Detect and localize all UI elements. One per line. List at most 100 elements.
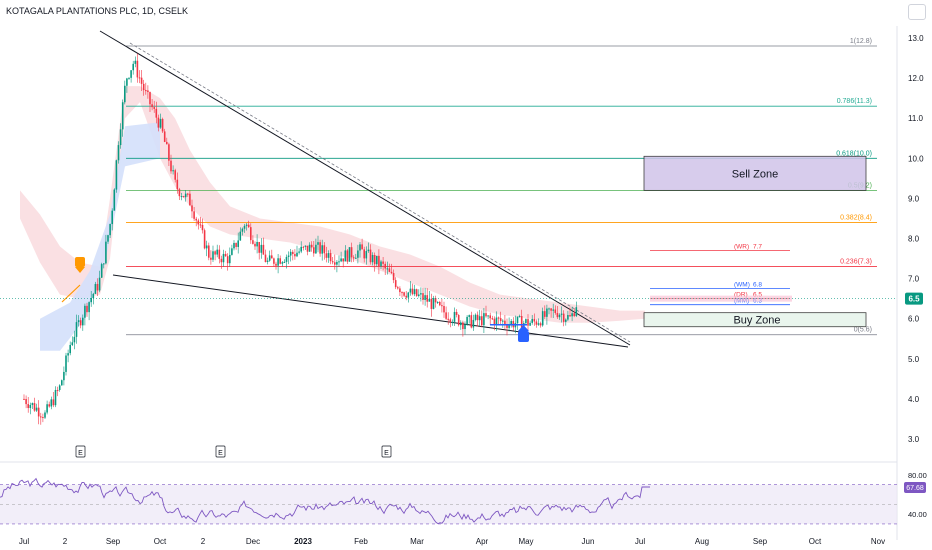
candle-body — [394, 280, 397, 288]
candle-body — [306, 245, 309, 252]
candle-body — [100, 264, 103, 278]
candle-body — [508, 324, 510, 328]
candle-body — [166, 141, 168, 145]
candle-body — [499, 318, 502, 322]
candle-body — [37, 407, 40, 417]
candle-body — [132, 63, 134, 71]
candle-body — [386, 268, 389, 270]
candle-body — [439, 301, 441, 306]
candle-body — [407, 292, 410, 298]
candle-body — [376, 255, 378, 265]
candle-body — [268, 255, 271, 261]
y-tick-label: 3.0 — [908, 435, 920, 444]
candle-body — [184, 193, 187, 198]
candle-body — [214, 251, 216, 255]
candle-body — [552, 309, 554, 311]
candle-body — [344, 250, 347, 262]
candle-body — [319, 242, 321, 254]
candle-body — [23, 398, 25, 400]
earnings-marker-label: E — [384, 450, 389, 457]
candle-body — [82, 317, 84, 326]
y-tick-label: 5.0 — [908, 355, 920, 364]
candle-body — [229, 254, 231, 264]
candle-body — [516, 316, 519, 324]
y-tick-label: 12.0 — [908, 74, 924, 83]
candle-body — [187, 193, 189, 195]
candle-body — [103, 263, 105, 265]
candle-body — [193, 211, 195, 219]
candle-body — [350, 247, 353, 258]
candle-body — [124, 85, 126, 103]
candle-body — [275, 263, 277, 266]
candle-body — [560, 313, 563, 315]
x-tick-label: Sep — [106, 537, 121, 546]
candle-body — [226, 256, 229, 264]
candle-body — [474, 314, 477, 320]
candle-body — [285, 256, 288, 262]
candle-body — [363, 249, 365, 259]
candle-body — [35, 407, 38, 411]
candle-body — [29, 404, 32, 409]
candle-body — [338, 261, 340, 263]
candle-body — [46, 404, 48, 413]
fib-label: 0.786(11.3) — [837, 98, 872, 105]
candle-body — [323, 245, 326, 254]
candle-body — [430, 298, 433, 309]
candle-body — [569, 314, 571, 317]
candle-body — [48, 404, 50, 407]
candle-body — [254, 243, 256, 247]
candle-body — [329, 253, 332, 262]
candle-body — [273, 258, 275, 264]
candle-body — [31, 403, 34, 405]
candle-body — [302, 246, 305, 248]
y-tick-label: 9.0 — [908, 194, 920, 203]
upper-trendline — [99, 30, 631, 346]
candle-body — [369, 249, 372, 263]
candle-body — [464, 324, 466, 330]
candle-body — [107, 235, 109, 242]
earnings-marker-label: E — [78, 450, 83, 457]
candle-body — [65, 355, 67, 372]
candle-body — [565, 319, 567, 322]
candle-body — [56, 389, 59, 391]
candle-body — [218, 249, 221, 259]
candle-body — [460, 322, 462, 326]
candle-body — [121, 102, 124, 130]
candle-body — [502, 320, 504, 322]
fib-label: 1(12.8) — [850, 38, 872, 45]
candle-body — [58, 385, 61, 390]
candle-body — [573, 313, 575, 317]
candle-body — [174, 170, 176, 180]
candle-body — [495, 317, 498, 326]
candle-body — [327, 253, 330, 258]
candle-body — [149, 92, 151, 105]
candle-body — [529, 322, 531, 326]
candle-body — [541, 311, 544, 326]
candle-body — [170, 160, 172, 172]
earnings-marker-label: E — [218, 450, 223, 457]
rsi-value-label: 67.68 — [906, 485, 924, 492]
candle-body — [178, 189, 181, 197]
candle-body — [331, 261, 334, 263]
candle-body — [98, 277, 101, 291]
candle-body — [189, 193, 191, 206]
candle-body — [84, 305, 86, 318]
y-tick-label: 13.0 — [908, 34, 924, 43]
candle-body — [390, 271, 393, 274]
chart-settings-button[interactable] — [908, 4, 926, 20]
chart-title: KOTAGALA PLANTATIONS PLC, 1D, CSELK — [6, 6, 189, 16]
candle-body — [287, 255, 290, 257]
candle-body — [241, 228, 244, 232]
candle-body — [336, 261, 338, 265]
candle-body — [142, 83, 145, 91]
candle-body — [539, 323, 542, 326]
candle-body — [567, 314, 569, 320]
candle-body — [222, 253, 225, 263]
candle-body — [483, 313, 485, 326]
cloud-band-bull — [40, 122, 160, 351]
candle-body — [544, 311, 546, 317]
candle-body — [271, 255, 273, 259]
candle-body — [163, 131, 166, 142]
candle-body — [415, 289, 418, 296]
